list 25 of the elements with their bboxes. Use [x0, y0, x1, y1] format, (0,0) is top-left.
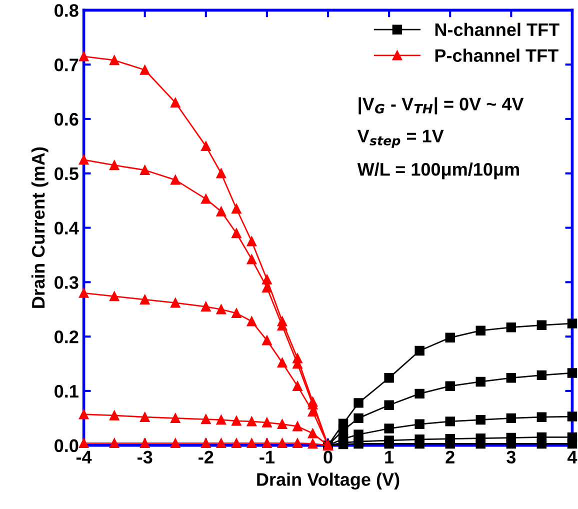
legend-label: N-channel TFT	[435, 22, 560, 36]
x-tick-label: 3	[506, 450, 516, 464]
x-tick-label: 0	[324, 450, 332, 464]
x-tick-label: -1	[260, 450, 274, 464]
y-tick-label: 0.4	[54, 222, 79, 234]
x-tick-label: -4	[76, 450, 92, 464]
x-tick-label: 1	[385, 450, 394, 464]
y-tick-label: 0.3	[54, 276, 78, 289]
legend-label: P-channel TFT	[435, 48, 558, 62]
y-tick-label: 0.0	[54, 439, 78, 452]
x-tick-label: 4	[567, 450, 578, 464]
x-tick-label: -2	[198, 450, 214, 464]
y-tick-label: 0.1	[54, 384, 78, 398]
y-tick-label: 0.2	[54, 330, 78, 344]
x-axis-title: Drain Voltage (V)	[257, 472, 400, 490]
y-tick-label: 0.8	[54, 4, 78, 17]
y-axis-title: Drain Current (mA)	[31, 147, 48, 308]
annotation: W/L = 100μm/10μm	[357, 162, 519, 180]
y-tick-label: 0.5	[54, 167, 78, 180]
y-tick-label: 0.6	[54, 112, 78, 126]
x-tick-label: -3	[138, 450, 152, 464]
annotation: |V$_{G}$ - V$_{TH}$| = 0V ~ 4V	[358, 97, 524, 114]
x-tick-label: 2	[446, 450, 454, 464]
y-tick-label: 0.7	[54, 58, 78, 72]
annotation: V$_{step}$ = 1V	[357, 130, 444, 148]
